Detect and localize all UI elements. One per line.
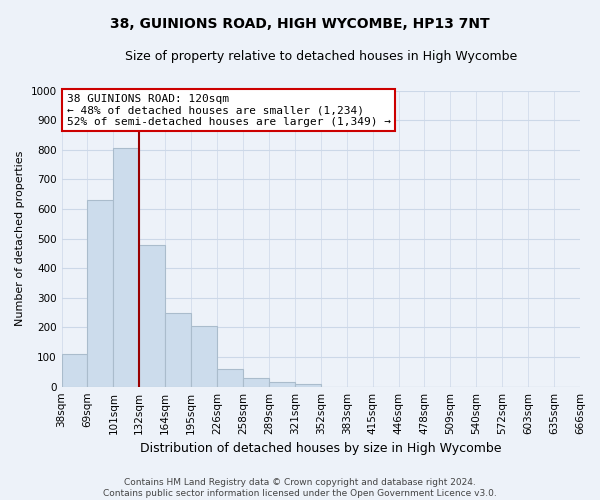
- Bar: [243, 378, 269, 386]
- Title: Size of property relative to detached houses in High Wycombe: Size of property relative to detached ho…: [125, 50, 517, 63]
- Bar: [88, 200, 113, 386]
- Y-axis label: Number of detached properties: Number of detached properties: [15, 151, 25, 326]
- Bar: [295, 384, 321, 386]
- Bar: [269, 382, 295, 386]
- Bar: [113, 148, 139, 386]
- X-axis label: Distribution of detached houses by size in High Wycombe: Distribution of detached houses by size …: [140, 442, 502, 455]
- Bar: [139, 244, 165, 386]
- Bar: [217, 369, 243, 386]
- Bar: [165, 312, 191, 386]
- Text: Contains HM Land Registry data © Crown copyright and database right 2024.
Contai: Contains HM Land Registry data © Crown c…: [103, 478, 497, 498]
- Bar: [62, 354, 88, 386]
- Bar: [191, 326, 217, 386]
- Text: 38, GUINIONS ROAD, HIGH WYCOMBE, HP13 7NT: 38, GUINIONS ROAD, HIGH WYCOMBE, HP13 7N…: [110, 18, 490, 32]
- Text: 38 GUINIONS ROAD: 120sqm
← 48% of detached houses are smaller (1,234)
52% of sem: 38 GUINIONS ROAD: 120sqm ← 48% of detach…: [67, 94, 391, 126]
